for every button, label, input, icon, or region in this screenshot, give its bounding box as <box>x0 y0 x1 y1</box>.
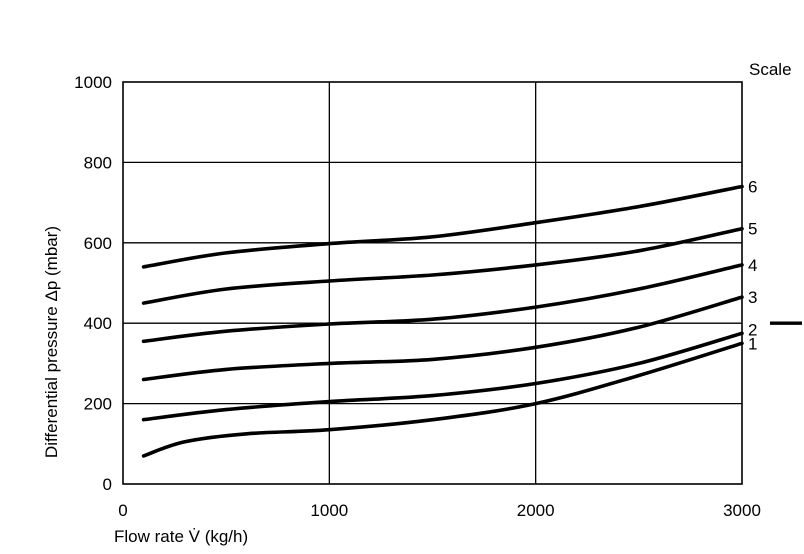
x-axis-title: Flow rate V̇ (kg/h) <box>114 527 248 546</box>
x-tick-label: 3000 <box>723 501 761 520</box>
y-tick-label: 200 <box>84 395 112 414</box>
curve-scale-5 <box>141 226 744 305</box>
y-tick-label: 400 <box>84 314 112 333</box>
curve-scale-6 <box>141 184 744 269</box>
curve-label-4: 4 <box>748 256 757 275</box>
curve-scale-2 <box>141 331 744 422</box>
x-tick-label: 1000 <box>310 501 348 520</box>
y-tick-label: 1000 <box>74 73 112 92</box>
curve-scale-3 <box>141 295 744 382</box>
curve-label-1: 1 <box>748 334 757 353</box>
curve-scale-4 <box>141 263 744 344</box>
x-tick-label: 2000 <box>517 501 555 520</box>
y-tick-label: 600 <box>84 234 112 253</box>
curves <box>141 184 744 458</box>
legend-title: Scale <box>749 60 792 79</box>
curve-label-6: 6 <box>748 178 757 197</box>
y-tick-label: 800 <box>84 153 112 172</box>
y-axis-title: Differential pressure Δp (mbar) <box>42 226 61 458</box>
curve-label-2: 2 <box>748 320 757 339</box>
grid <box>123 82 742 484</box>
curve-scale-1 <box>141 341 744 458</box>
x-tick-label: 0 <box>118 501 127 520</box>
y-tick-label: 0 <box>103 475 112 494</box>
curve-label-5: 5 <box>748 220 757 239</box>
plot-frame <box>122 81 743 485</box>
curve-label-3: 3 <box>748 288 757 307</box>
labels: 0 200 400 600 800 1000 0 1000 2000 3000 12 3 4 5 6 <box>74 73 761 520</box>
